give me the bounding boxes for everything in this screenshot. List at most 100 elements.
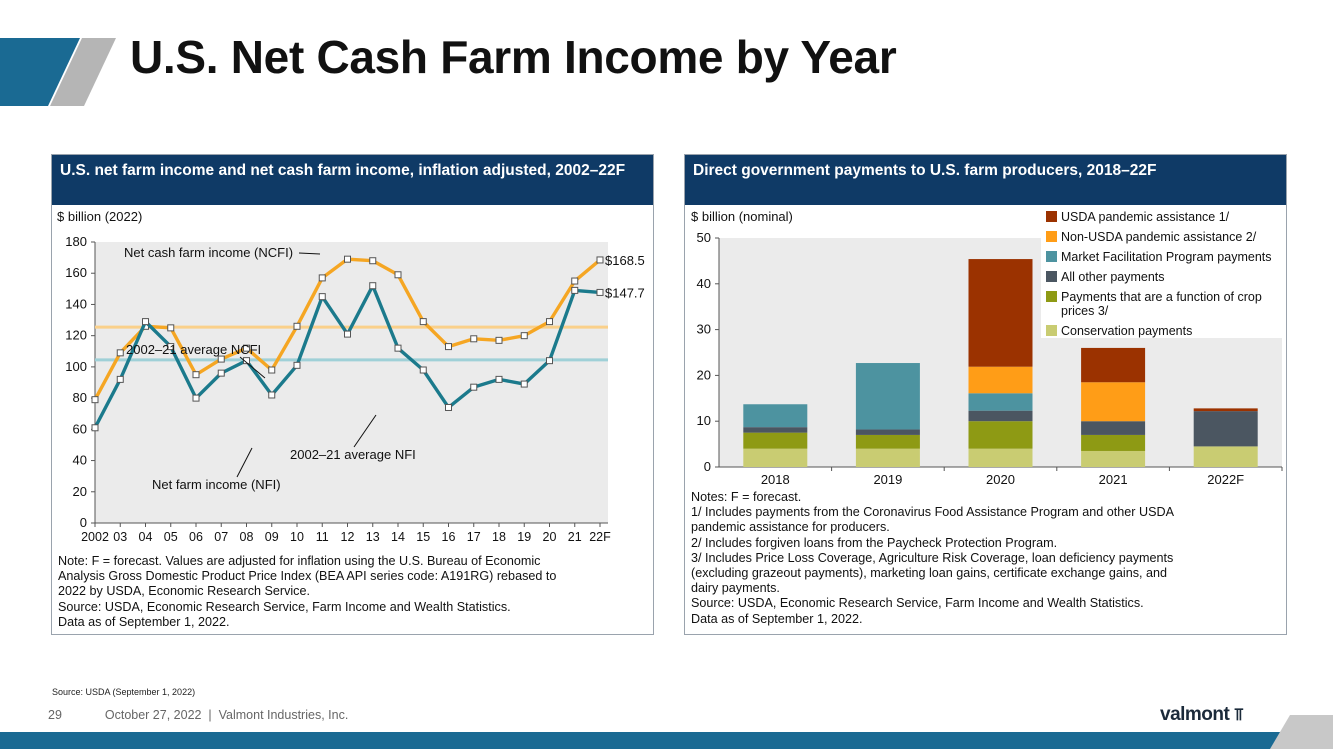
right-note-line: dairy payments. [691,581,780,596]
data-point [142,318,149,326]
right-note-line: Source: USDA, Economic Research Service,… [691,596,1144,611]
y-axis-label: $ billion (nominal) [691,209,793,224]
bar-segment [968,366,1033,394]
bar-segment [855,448,920,467]
x-tick-label: 12 [341,530,355,544]
slide-source: Source: USDA (September 1, 2022) [52,687,196,697]
y-tick-label: 0 [80,515,87,530]
data-point [293,322,301,330]
y-tick-label: 160 [65,265,87,280]
data-point [520,380,528,388]
annotation-leader [239,356,266,379]
left-panel-header: U.S. net farm income and net cash farm i… [52,155,653,205]
x-tick-label: 08 [240,530,254,544]
data-point [243,344,250,352]
bar-segment [743,404,808,428]
data-point [546,318,553,326]
legend-label: Non-USDA pandemic assistance 2/ [1061,230,1257,244]
left-note-line: Note: F = forecast. Values are adjusted … [58,554,541,568]
data-point [217,369,225,377]
y-axis-label: $ billion (2022) [57,209,142,224]
data-point [268,366,276,374]
data-point [344,330,351,338]
x-tick-label: 06 [189,530,203,544]
x-tick-label: 2018 [761,472,790,487]
y-tick-label: 50 [697,230,711,245]
right-note-line: Notes: F = forecast. [691,490,802,504]
header-stripes [0,38,116,106]
x-tick-label: 2022F [1207,472,1244,487]
legend-swatch [1046,325,1057,336]
right-note-line: 3/ Includes Price Loss Coverage, Agricul… [691,550,1174,565]
data-point [520,332,528,340]
x-tick-label: 05 [164,530,178,544]
left-panel-notes: Note: F = forecast. Values are adjusted … [58,554,556,630]
data-point [445,343,452,351]
legend-swatch [1046,231,1057,242]
data-point [596,256,604,264]
slide-title: U.S. Net Cash Farm Income by Year [130,31,897,83]
x-tick-label: 21 [568,530,582,544]
data-point [470,335,478,343]
x-tick-label: 11 [316,530,329,544]
data-point [293,361,301,369]
footer-text: October 27, 2022 | Valmont Industries, I… [104,708,349,722]
y-tick-label: 40 [697,276,711,291]
data-point [268,391,276,399]
data-point [470,383,478,391]
y-tick-label: 80 [73,390,87,405]
data-point [91,424,99,432]
data-point [419,366,427,374]
legend-box [1041,207,1285,338]
data-point [217,355,225,363]
bar-segment [1081,450,1146,467]
right-note-line: Data as of September 1, 2022. [691,611,863,626]
x-tick-label: 04 [139,530,153,544]
left-note-line: Data as of September 1, 2022. [58,614,230,629]
bar-segment [743,448,808,467]
end-value-label: $147.7 [605,285,645,300]
income-line-chart: $ billion (2022)020406080100120140160180… [57,209,645,544]
bar-segment [1193,408,1258,412]
page-number: 29 [48,708,62,722]
x-tick-label: 2019 [873,472,902,487]
x-tick-label: 18 [492,530,506,544]
bar-segment [855,429,920,435]
x-tick-label: 19 [517,530,531,544]
bar-segment [968,393,1033,411]
bar-segment [855,363,920,430]
legend-label: Payments that are a function of crop [1061,290,1262,304]
y-tick-label: 140 [65,296,87,311]
x-tick-label: 14 [391,530,405,544]
left-chart-panel: U.S. net farm income and net cash farm i… [51,154,654,635]
x-tick-label: 10 [290,530,304,544]
bar-segment [968,259,1033,367]
right-note-line: (excluding grazeout payments), marketing… [691,566,1168,581]
bar-segment [968,421,1033,449]
logo-text: valmont [1160,704,1230,725]
bar-segment [1081,382,1146,422]
bar-segment [968,448,1033,467]
y-tick-label: 20 [697,367,711,382]
data-point [445,403,452,411]
right-panel-header: Direct government payments to U.S. farm … [685,155,1286,205]
data-point [571,286,579,294]
logo-mark-icon: ⫪ [1234,705,1244,724]
y-tick-label: 10 [697,413,711,428]
data-point [318,274,326,282]
data-point [167,324,175,332]
x-tick-label: 03 [113,530,127,544]
valmont-logo: valmont ⫪ [1160,704,1244,726]
bar-segment [855,434,920,449]
data-point [369,282,377,290]
x-tick-label: 17 [467,530,481,544]
y-tick-label: 40 [73,453,87,468]
x-tick-label: 2002 [81,530,109,544]
y-tick-label: 60 [73,421,87,436]
nfi-series-label: Net farm income (NFI) [152,477,281,492]
ncfi-series-label: Net cash farm income (NCFI) [124,245,293,260]
x-tick-label: 16 [442,530,456,544]
footer-band [0,715,1333,749]
data-point [394,271,402,279]
data-point [318,293,326,301]
